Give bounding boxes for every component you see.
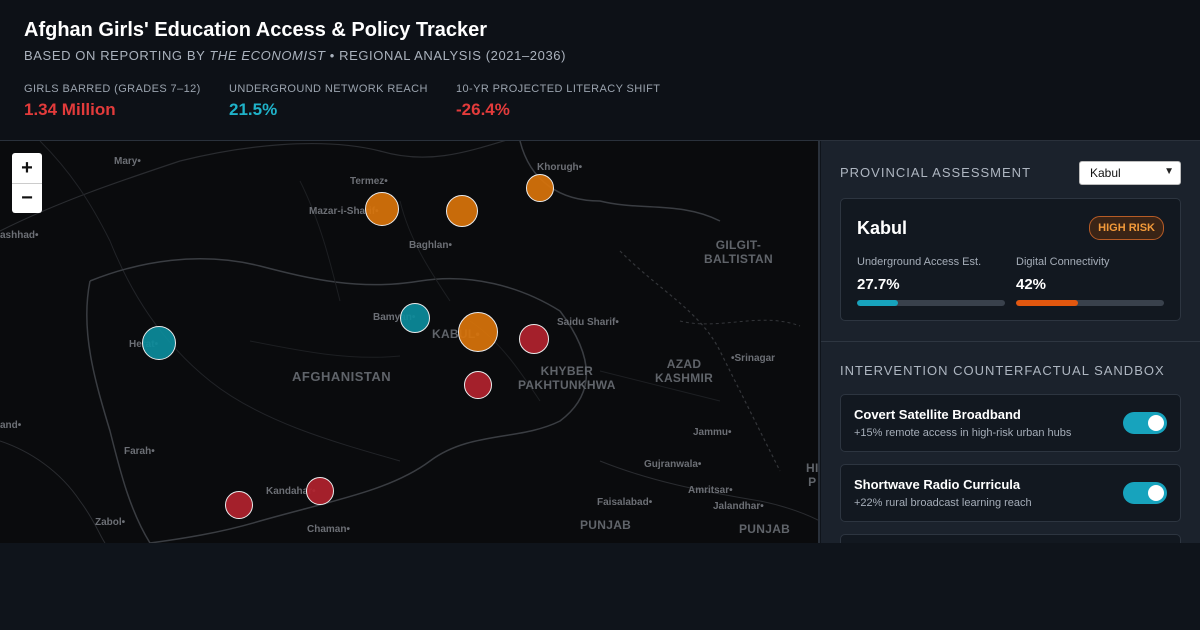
metric-underground-access: Underground Access Est. 27.7% xyxy=(857,256,1005,306)
map-label-zabol: Zabol• xyxy=(95,517,126,528)
province-marker-paktia[interactable] xyxy=(464,371,492,399)
map-label-farah: Farah• xyxy=(124,446,155,457)
map-label-baghlan: Baghlan• xyxy=(409,240,452,251)
stat-label: UNDERGROUND NETWORK REACH xyxy=(229,83,428,95)
chevron-down-icon: ▼ xyxy=(1164,166,1174,177)
stat-literacy-shift: 10-YR PROJECTED LITERACY SHIFT -26.4% xyxy=(456,83,660,120)
intervention-desc: +15% remote access in high-risk urban hu… xyxy=(854,427,1072,439)
province-name: Kabul xyxy=(857,218,908,238)
province-marker-mazar[interactable] xyxy=(365,192,399,226)
map-label-chaman: Chaman• xyxy=(307,524,350,535)
province-map[interactable]: Mary• Termez• Khorugh• Mazar-i-Sharif• a… xyxy=(0,141,820,543)
map-label-azad-kashmir: AZAD KASHMIR xyxy=(655,357,714,385)
stat-label: 10-YR PROJECTED LITERACY SHIFT xyxy=(456,83,661,95)
page-title: Afghan Girls' Education Access & Policy … xyxy=(24,19,488,41)
province-marker-nangarhar[interactable] xyxy=(519,324,549,354)
province-marker-badakhshan[interactable] xyxy=(526,174,554,202)
map-label-punjab-in: PUNJAB xyxy=(739,522,791,536)
stat-value: 1.34 Million xyxy=(24,100,116,119)
map-label-termez: Termez• xyxy=(350,176,388,187)
province-marker-kandahar[interactable] xyxy=(306,477,334,505)
intervention-title: Shortwave Radio Curricula xyxy=(854,477,1021,492)
zoom-control: + − xyxy=(12,153,42,213)
province-marker-herat[interactable] xyxy=(142,326,176,360)
province-marker-helmand[interactable] xyxy=(225,491,253,519)
map-label-saidu-sharif: Saidu Sharif• xyxy=(557,317,619,328)
zoom-out-button[interactable]: − xyxy=(12,183,42,213)
stat-underground-reach: UNDERGROUND NETWORK REACH 21.5% xyxy=(229,83,428,120)
map-label-gujranwala: Gujranwala• xyxy=(644,459,702,470)
metric-digital-connectivity: Digital Connectivity 42% xyxy=(1016,256,1164,306)
map-label-bamyan: Bamyan• xyxy=(373,312,416,323)
stat-girls-barred: GIRLS BARRED (GRADES 7–12) 1.34 Million xyxy=(24,83,201,120)
toggle-knob xyxy=(1148,415,1164,431)
stat-value: 21.5% xyxy=(229,100,278,119)
toggle-switch-radio[interactable] xyxy=(1123,482,1167,504)
intervention-satellite: Covert Satellite Broadband +15% remote a… xyxy=(840,394,1181,452)
metric-bar-fill xyxy=(857,300,898,306)
divider xyxy=(821,341,1200,342)
metric-value: 27.7% xyxy=(857,276,900,293)
map-label-kandahar: Kandahar• xyxy=(266,486,316,497)
sandbox-title: INTERVENTION COUNTERFACTUAL SANDBOX xyxy=(840,363,1165,378)
map-label-jalandhar: Jalandhar• xyxy=(713,501,764,512)
intervention-card-partial xyxy=(840,534,1181,543)
metric-bar-fill xyxy=(1016,300,1079,306)
stat-value: -26.4% xyxy=(456,100,510,119)
province-marker-kabul[interactable] xyxy=(458,312,498,352)
province-select[interactable]: Kabul ▼ xyxy=(1079,161,1181,185)
map-label-edge-region: HI P xyxy=(806,461,819,489)
metric-bar xyxy=(1016,300,1164,306)
metric-label: Underground Access Est. xyxy=(857,256,982,268)
risk-badge: HIGH RISK xyxy=(1089,216,1164,240)
stat-label: GIRLS BARRED (GRADES 7–12) xyxy=(24,83,201,95)
map-label-amritsar: Amritsar• xyxy=(688,485,733,496)
side-panel: PROVINCIAL ASSESSMENT Kabul ▼ Kabul HIGH… xyxy=(821,141,1200,543)
province-card: Kabul HIGH RISK Underground Access Est. … xyxy=(840,198,1181,321)
map-label-jammu: Jammu• xyxy=(693,427,732,438)
map-terrain xyxy=(0,141,818,543)
province-marker-baghlan[interactable] xyxy=(446,195,478,227)
zoom-in-button[interactable]: + xyxy=(21,156,33,179)
page-subtitle: BASED ON REPORTING BY THE ECONOMIST • RE… xyxy=(24,48,566,63)
map-label-mazar: Mazar-i-Sharif• xyxy=(309,206,379,217)
intervention-title: Covert Satellite Broadband xyxy=(854,407,1021,422)
province-select-value: Kabul xyxy=(1090,166,1121,180)
map-label-punjab-pk: PUNJAB xyxy=(580,518,632,532)
map-label-faisalabad: Faisalabad• xyxy=(597,497,653,508)
toggle-switch-satellite[interactable] xyxy=(1123,412,1167,434)
map-label-khorugh: Khorugh• xyxy=(537,162,583,173)
map-label-edge-city: and• xyxy=(0,420,22,431)
map-label-gilgit: GILGIT- BALTISTAN xyxy=(704,238,773,266)
map-label-khyber: KHYBER PAKHTUNKHWA xyxy=(518,364,616,392)
map-label-mary: Mary• xyxy=(114,156,141,167)
subtitle-suffix: • REGIONAL ANALYSIS (2021–2036) xyxy=(325,48,567,63)
map-label-srinagar: •Srinagar xyxy=(731,353,776,364)
intervention-radio: Shortwave Radio Curricula +22% rural bro… xyxy=(840,464,1181,522)
province-marker-bamyan[interactable] xyxy=(400,303,430,333)
assessment-title: PROVINCIAL ASSESSMENT xyxy=(840,165,1032,180)
metric-label: Digital Connectivity xyxy=(1016,256,1110,268)
header: Afghan Girls' Education Access & Policy … xyxy=(0,0,1200,141)
toggle-knob xyxy=(1148,485,1164,501)
map-label-mashhad: ashhad• xyxy=(0,230,39,241)
intervention-desc: +22% rural broadcast learning reach xyxy=(854,497,1032,509)
metric-value: 42% xyxy=(1016,276,1047,293)
map-label-afghanistan: AFGHANISTAN xyxy=(292,369,392,384)
subtitle-prefix: BASED ON REPORTING BY xyxy=(24,48,210,63)
subtitle-source: THE ECONOMIST xyxy=(209,48,326,63)
metric-bar xyxy=(857,300,1005,306)
